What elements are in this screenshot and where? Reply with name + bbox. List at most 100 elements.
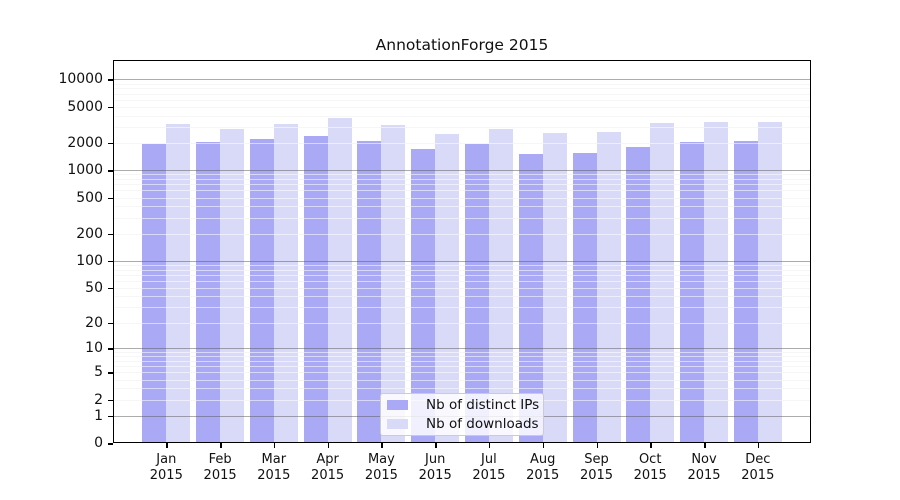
x-tick-label-aug: Aug 2015 [526, 452, 560, 483]
grid-line-minor-overlay [113, 99, 811, 101]
grid-line-minor-overlay [113, 179, 811, 181]
grid-line-minor-overlay [113, 115, 811, 117]
y-tick-mark [108, 106, 113, 109]
grid-line-minor-overlay [113, 126, 811, 128]
bar-feb-downloads [220, 129, 245, 443]
y-tick-label-20: 20 [85, 314, 103, 331]
bar-oct-ips [626, 146, 651, 443]
y-tick-mark [108, 372, 113, 374]
x-tick-label-dec: Dec 2015 [741, 452, 775, 483]
grid-line-minor-overlay [113, 296, 811, 298]
grid-line-minor-overlay [113, 269, 811, 271]
bar-sep-downloads [596, 131, 621, 443]
y-tick-label-200: 200 [76, 225, 103, 242]
y-tick-label-50: 50 [85, 279, 103, 296]
y-tick-label-5: 5 [94, 364, 103, 381]
x-tick-mark [166, 443, 168, 448]
x-tick-mark [273, 443, 276, 448]
grid-line-minor-overlay [113, 372, 811, 374]
y-tick-label-500: 500 [76, 189, 103, 206]
grid-line-minor-overlay [113, 379, 811, 381]
y-tick-mark [108, 260, 113, 263]
x-tick-label-jul: Jul 2015 [472, 452, 506, 483]
bar-jan-downloads [166, 124, 191, 443]
grid-line-minor-overlay [113, 142, 811, 144]
grid-line-minor-overlay [113, 388, 811, 390]
bars-layer [113, 60, 811, 443]
y-tick-mark [108, 415, 113, 418]
x-tick-label-nov: Nov 2015 [687, 452, 721, 483]
y-tick-mark [108, 142, 113, 145]
x-tick-label-feb: Feb 2015 [203, 452, 237, 483]
y-tick-mark [108, 197, 113, 200]
grid-line-minor-overlay [113, 233, 811, 235]
x-tick-label-oct: Oct 2015 [633, 452, 667, 483]
grid-line-minor-overlay [113, 360, 811, 362]
y-tick-label-100: 100 [76, 252, 103, 269]
grid-line-minor-overlay [113, 217, 811, 219]
y-tick-label-2000: 2000 [67, 134, 103, 151]
bar-apr-ips [303, 136, 328, 443]
legend-label-downloads: Nb of downloads [426, 415, 539, 432]
grid-line-major [113, 260, 811, 262]
grid-line-minor-overlay [113, 356, 811, 358]
gridlines-over [113, 60, 811, 443]
x-tick-mark [650, 443, 652, 448]
y-tick-mark [108, 170, 113, 172]
legend-swatch-downloads [387, 418, 408, 429]
grid-line-minor-overlay [113, 366, 811, 368]
bar-sep-ips [572, 152, 597, 443]
x-tick-label-jun: Jun 2015 [418, 452, 452, 483]
bar-nov-downloads [704, 122, 728, 443]
y-tick-label-1: 1 [94, 407, 103, 424]
grid-line-minor-overlay [113, 190, 811, 192]
y-tick-label-10: 10 [85, 340, 103, 357]
grid-line-major [113, 348, 811, 350]
bar-mar-ips [249, 139, 274, 443]
bar-may-downloads [381, 125, 406, 443]
bar-feb-ips [196, 142, 221, 443]
x-tick-mark [488, 443, 491, 448]
y-tick-mark [108, 287, 113, 290]
y-tick-label-2: 2 [94, 391, 103, 408]
legend-item-distinct-ips: Nb of distinct IPs [387, 396, 539, 415]
x-tick-label-mar: Mar 2015 [257, 452, 291, 483]
grid-line-minor-overlay [113, 264, 811, 266]
grid-line-minor-overlay [113, 352, 811, 354]
legend: Nb of distinct IPs Nb of downloads [380, 393, 544, 436]
x-tick-mark [757, 443, 760, 448]
grid-line-minor-overlay [113, 93, 811, 95]
y-tick-label-10000: 10000 [58, 71, 103, 88]
y-tick-label-0: 0 [94, 435, 103, 451]
y-tick-mark [108, 443, 113, 445]
x-tick-label-jan: Jan 2015 [149, 452, 183, 483]
y-tick-mark [108, 322, 113, 325]
grid-line-major [113, 170, 811, 172]
y-tick-mark [108, 79, 113, 81]
legend-item-downloads: Nb of downloads [387, 415, 539, 434]
grid-line-major [113, 79, 811, 81]
grid-line-minor-overlay [113, 184, 811, 186]
y-tick-mark [108, 233, 113, 236]
grid-line-minor-overlay [113, 83, 811, 85]
x-tick-label-may: May 2015 [364, 452, 398, 483]
bar-dec-downloads [757, 122, 782, 443]
x-tick-mark [220, 443, 222, 448]
bar-nov-ips [680, 142, 704, 443]
x-tick-mark [704, 443, 706, 448]
x-tick-mark [435, 443, 437, 448]
grid-line-minor-overlay [113, 174, 811, 176]
grid-line-minor-overlay [113, 206, 811, 208]
grid-line-minor-overlay [113, 106, 811, 108]
plot-area [113, 60, 811, 443]
y-tick-mark [108, 348, 113, 350]
bar-oct-downloads [650, 123, 675, 443]
x-tick-mark [542, 443, 545, 448]
legend-swatch-distinct-ips [387, 400, 408, 411]
grid-line-minor-overlay [113, 197, 811, 199]
grid-line-minor-overlay [113, 274, 811, 276]
x-tick-mark [596, 443, 598, 448]
bar-jul-downloads [488, 128, 513, 443]
grid-line-minor-overlay [113, 287, 811, 289]
